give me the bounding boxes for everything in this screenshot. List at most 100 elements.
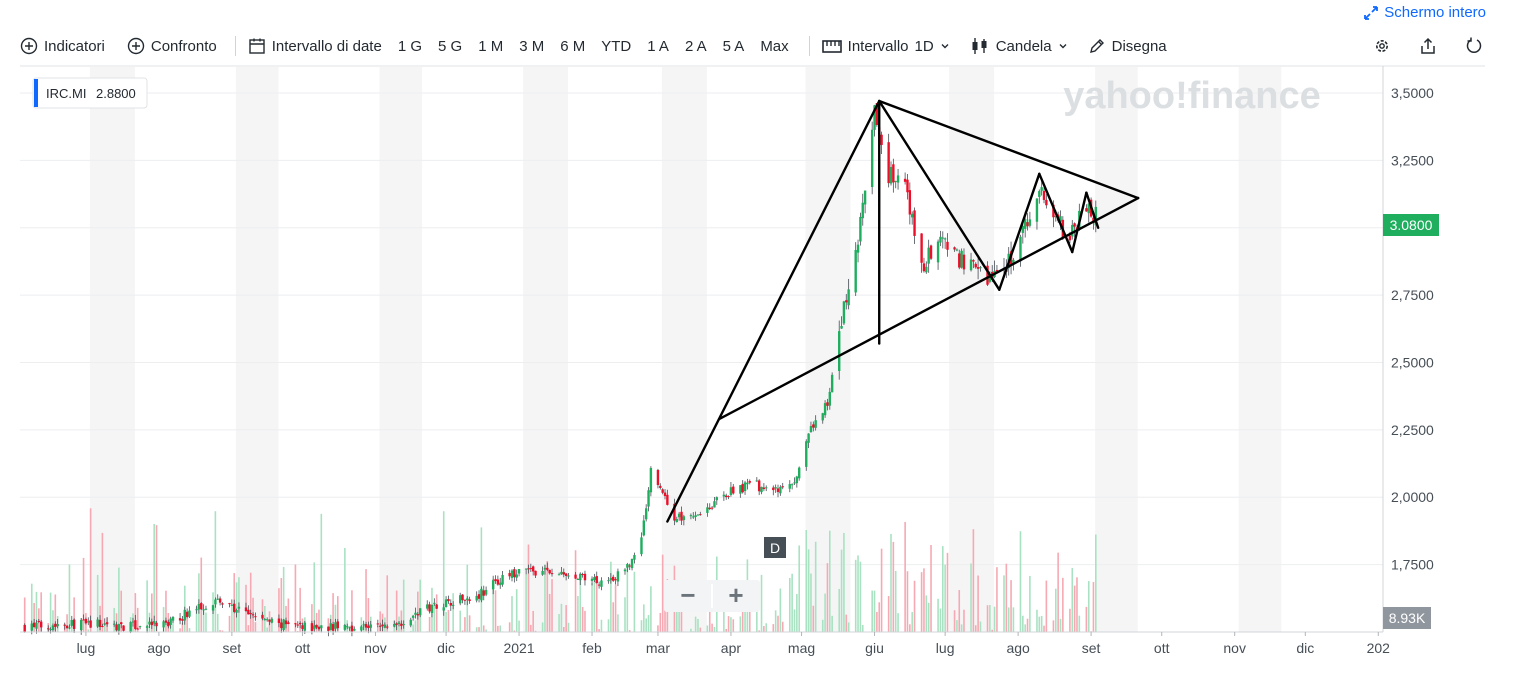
candle-body (941, 237, 944, 239)
volume-bar (861, 624, 864, 632)
volume-bar (68, 564, 71, 632)
draw-button[interactable]: Disegna (1088, 37, 1167, 55)
candle-body (433, 602, 436, 604)
volume-bar (327, 618, 330, 632)
chart-type-dropdown[interactable]: Candela (970, 36, 1068, 56)
candle-body (682, 516, 686, 521)
volume-bar (530, 624, 532, 632)
volume-bar (937, 598, 939, 632)
volume-bar (146, 580, 148, 632)
candle-body (527, 568, 530, 570)
volume-bar (103, 623, 106, 632)
candle-body (120, 622, 123, 625)
x-tick-label: nov (1223, 640, 1246, 656)
volume-bar (231, 606, 233, 632)
volume-bar (974, 625, 977, 632)
volume-bar (113, 607, 115, 632)
candle-body (310, 623, 314, 631)
candle-body (732, 486, 735, 494)
volume-bar (598, 629, 600, 632)
candle-body (202, 609, 205, 611)
volume-bar (796, 594, 798, 632)
range-5y[interactable]: 5 A (722, 37, 745, 55)
candle-body (600, 580, 603, 587)
volume-bar (880, 548, 883, 632)
interval-dropdown[interactable]: Intervallo 1D (821, 37, 950, 55)
candle-body (647, 490, 650, 507)
candle-body (529, 568, 533, 570)
candle-body (280, 622, 283, 629)
range-2y[interactable]: 2 A (684, 37, 707, 55)
volume-bar (843, 532, 845, 632)
candle-body (807, 433, 810, 443)
x-tick-label: ago (147, 640, 171, 656)
range-5d[interactable]: 5 G (438, 37, 463, 55)
x-tick-label: mar (646, 640, 670, 656)
candle-body (633, 554, 636, 560)
candle-body (30, 623, 33, 631)
zoom-out-button[interactable]: − (680, 580, 695, 610)
candle-body (134, 620, 137, 630)
zoom-controls: − + (664, 580, 760, 612)
trendline (878, 99, 1001, 291)
candle-body (729, 487, 733, 495)
volume-bar (697, 618, 699, 632)
candle-body (859, 216, 862, 242)
volume-bar (445, 611, 447, 632)
candle-body (708, 507, 711, 509)
candle-body (772, 487, 775, 491)
candlestick-icon (972, 38, 987, 54)
zoom-in-button[interactable]: + (728, 580, 743, 610)
volume-bar (793, 609, 796, 632)
range-ytd[interactable]: YTD (601, 37, 632, 55)
settings-icon[interactable] (1373, 37, 1391, 55)
volume-label: 8.93K (1389, 610, 1426, 626)
candle-body (117, 624, 121, 631)
candle-body (80, 620, 83, 631)
candle-body (958, 253, 961, 268)
volume-bar (953, 610, 956, 632)
reset-icon[interactable] (1465, 37, 1483, 55)
candle-body (706, 507, 709, 513)
candle-body (216, 598, 219, 600)
range-1m[interactable]: 1 M (478, 37, 504, 55)
candle-body (597, 584, 601, 586)
volume-bar (480, 527, 483, 632)
indicators-label: Indicatori (44, 37, 105, 55)
volume-bar (821, 619, 824, 632)
candle-body (677, 513, 681, 518)
volume-bar (216, 613, 219, 632)
volume-bar (758, 630, 760, 632)
compare-button[interactable]: Confronto (127, 37, 217, 55)
candle-body (543, 567, 547, 570)
range-6m[interactable]: 6 M (560, 37, 586, 55)
candle-body (360, 626, 363, 631)
candle-body (531, 566, 535, 572)
candle-body (327, 626, 330, 631)
indicators-button[interactable]: Indicatori (20, 37, 105, 55)
candle-body (579, 573, 582, 581)
draw-label: Disegna (1111, 37, 1167, 55)
volume-bar (897, 613, 899, 632)
volume-bar (941, 546, 944, 632)
plus-circle-icon (127, 37, 145, 55)
candle-body (428, 604, 431, 612)
date-range-button[interactable]: Intervallo di date (248, 37, 382, 55)
range-1d[interactable]: 1 G (397, 37, 423, 55)
fullscreen-link[interactable]: Schermo intero (1363, 4, 1486, 21)
volume-bar (713, 626, 716, 632)
volume-bar (972, 529, 975, 632)
candle-body (847, 289, 850, 306)
range-3m[interactable]: 3 M (519, 37, 545, 55)
range-max[interactable]: Max (760, 37, 789, 55)
month-bands (89, 67, 1282, 632)
range-1y[interactable]: 1 A (647, 37, 669, 55)
share-icon[interactable] (1419, 37, 1437, 55)
grid-lines (20, 92, 1383, 566)
volume-bar (96, 574, 99, 632)
ticker-legend[interactable]: IRC.MI 2.8800 (32, 77, 148, 109)
volume-bar (595, 579, 598, 632)
ruler-icon (821, 40, 842, 53)
y-tick-label: 2,7500 (1391, 287, 1434, 303)
trendline (878, 99, 1140, 200)
